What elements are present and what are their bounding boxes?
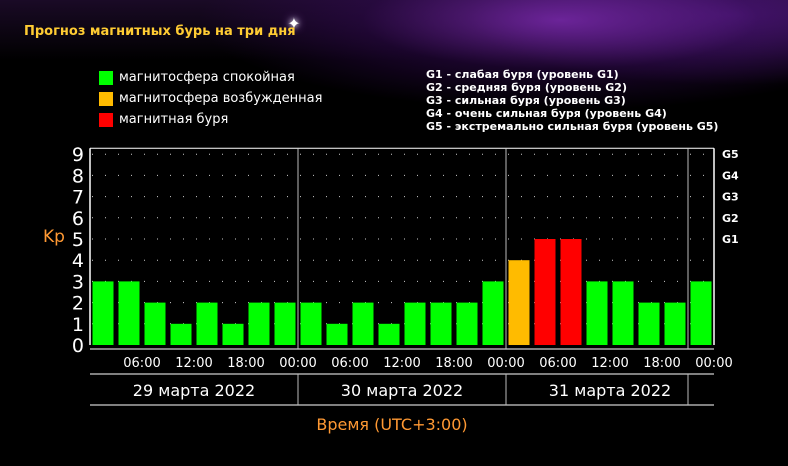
g-level-label-g1: G1 — [722, 233, 739, 246]
x-tick-label-1: 12:00 — [175, 356, 212, 371]
kp-bar-15 — [482, 281, 504, 345]
kp-bar-18 — [560, 239, 582, 345]
x-axis-label: Время (UTC+3:00) — [316, 415, 467, 434]
g-legend-item-g3: G3 - сильная буря (уровень G3) — [426, 94, 626, 107]
kp-bar-8 — [300, 302, 322, 345]
kp-bar-11 — [378, 323, 400, 345]
legend-swatch-storm — [99, 112, 113, 127]
x-tick-label-0: 06:00 — [123, 356, 160, 371]
g-legend-item-g1: G1 - слабая буря (уровень G1) — [426, 68, 619, 81]
sparkle-star-icon: ✦ — [287, 14, 301, 33]
y-tick-label-3: 3 — [72, 271, 84, 293]
kp-bar-3 — [170, 323, 192, 345]
g-legend-item-g2: G2 - средняя буря (уровень G2) — [426, 81, 627, 94]
day-label-1: 30 марта 2022 — [341, 381, 463, 400]
legend-label-storm: магнитная буря — [119, 112, 229, 127]
g-level-label-g2: G2 — [722, 212, 739, 225]
kp-bar-0 — [92, 281, 114, 345]
kp-bar-16 — [508, 260, 530, 345]
kp-bar-21 — [638, 302, 660, 345]
kp-bar-2 — [144, 302, 166, 345]
y-tick-label-8: 8 — [72, 165, 84, 187]
x-tick-label-6: 18:00 — [435, 356, 472, 371]
kp-bar-9 — [326, 323, 348, 345]
y-tick-label-0: 0 — [72, 335, 84, 357]
kp-bar-13 — [430, 302, 452, 345]
kp-bar-6 — [248, 302, 270, 345]
kp-bar-22 — [664, 302, 686, 345]
kp-bar-23 — [690, 281, 712, 345]
kp-bar-12 — [404, 302, 426, 345]
kp-bar-17 — [534, 239, 556, 345]
y-tick-label-9: 9 — [72, 144, 84, 166]
y-tick-label-2: 2 — [72, 293, 84, 315]
kp-bar-14 — [456, 302, 478, 345]
g-scale-legend: G1 - слабая буря (уровень G1) G2 - средн… — [426, 68, 718, 133]
day-label-2: 31 марта 2022 — [549, 381, 671, 400]
y-tick-label-5: 5 — [72, 229, 84, 251]
x-tick-label-8: 06:00 — [539, 356, 576, 371]
g-legend-item-g5: G5 - экстремально сильная буря (уровень … — [426, 120, 719, 133]
kp-legend: магнитосфера спокойная магнитосфера возб… — [99, 67, 322, 130]
kp-bar-19 — [586, 281, 608, 345]
x-tick-label-4: 06:00 — [331, 356, 368, 371]
g-level-label-g4: G4 — [722, 169, 739, 182]
legend-item-excited: магнитосфера возбужденная — [99, 88, 322, 109]
x-tick-label-11: 00:00 — [695, 356, 732, 371]
x-tick-label-5: 12:00 — [383, 356, 420, 371]
legend-swatch-excited — [99, 91, 113, 106]
kp-bar-5 — [222, 323, 244, 345]
g-legend-item-g4: G4 - очень сильная буря (уровень G4) — [426, 107, 667, 120]
legend-label-calm: магнитосфера спокойная — [119, 70, 295, 85]
x-tick-label-2: 18:00 — [227, 356, 264, 371]
legend-swatch-calm — [99, 70, 113, 85]
g-level-label-g3: G3 — [722, 191, 739, 204]
x-tick-label-3: 00:00 — [279, 356, 316, 371]
g-level-label-g5: G5 — [722, 148, 739, 161]
legend-item-storm: магнитная буря — [99, 109, 322, 130]
y-tick-label-6: 6 — [72, 208, 84, 230]
x-tick-label-9: 12:00 — [591, 356, 628, 371]
kp-bar-20 — [612, 281, 634, 345]
day-label-0: 29 марта 2022 — [133, 381, 255, 400]
kp-bar-4 — [196, 302, 218, 345]
kp-bar-1 — [118, 281, 140, 345]
x-tick-label-10: 18:00 — [643, 356, 680, 371]
y-tick-label-1: 1 — [72, 314, 84, 336]
y-tick-label-7: 7 — [72, 187, 84, 209]
kp-bar-10 — [352, 302, 374, 345]
y-tick-label-4: 4 — [72, 250, 84, 272]
legend-item-calm: магнитосфера спокойная — [99, 67, 322, 88]
kp-bar-7 — [274, 302, 296, 345]
legend-label-excited: магнитосфера возбужденная — [119, 91, 323, 106]
y-axis-label: Kp — [43, 227, 65, 247]
x-tick-label-7: 00:00 — [487, 356, 524, 371]
page-title: Прогноз магнитных бурь на три дня — [24, 24, 296, 39]
